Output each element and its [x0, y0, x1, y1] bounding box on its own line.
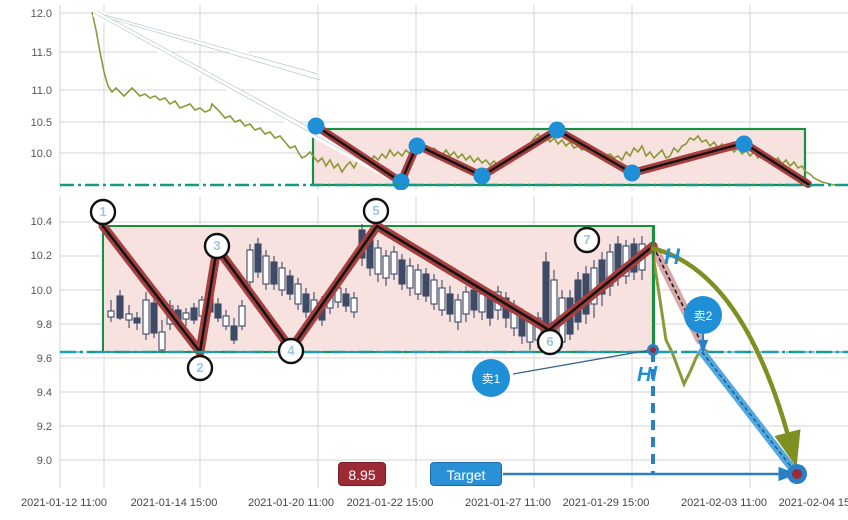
lower-panel — [59, 196, 848, 488]
target-arrow-core — [701, 351, 796, 473]
wave-marker-2 — [186, 354, 214, 382]
upper-marker-5 — [548, 121, 566, 139]
wave-marker-1 — [89, 198, 117, 226]
upper-marker-3 — [408, 137, 426, 155]
wave-marker-6-label: 6 — [546, 334, 554, 349]
panel-gap — [0, 190, 848, 196]
sell2-badge-label: 卖2 — [693, 309, 713, 323]
xtick-5: 2021-01-29 15:00 — [562, 497, 650, 509]
lower-ytick-3: 9.8 — [36, 319, 52, 331]
upper-white-arrow-line2 — [93, 13, 321, 81]
upper-white-arrow-line1 — [93, 11, 319, 75]
wave-marker-7 — [573, 226, 601, 254]
upper-ytick-3: 10.5 — [30, 117, 52, 129]
wave-point-markers — [89, 197, 601, 382]
upper-marker-6 — [623, 164, 641, 182]
target-label-badge[interactable]: Target — [430, 462, 502, 486]
upper-white-arrow — [93, 12, 400, 182]
target-marker-inner — [792, 469, 802, 479]
lower-ytick-0: 10.4 — [30, 216, 52, 228]
upper-ytick-0: 12.0 — [30, 8, 52, 20]
wave-marker-4-label: 4 — [287, 343, 295, 358]
wave-marker-4 — [277, 337, 305, 365]
xtick-1: 2021-01-14 15:00 — [130, 497, 218, 509]
lower-ytick-7: 9.0 — [36, 455, 52, 467]
wave-marker-1-label: 1 — [99, 204, 107, 219]
lower-ytick-2: 10.0 — [30, 285, 52, 297]
xtick-0: 2021-01-12 11:00 — [20, 497, 108, 509]
wave-marker-3-label: 3 — [213, 238, 221, 253]
sell2-badge-circle[interactable] — [684, 296, 722, 334]
upper-marker-7 — [735, 135, 753, 153]
upper-ytick-4: 10.0 — [30, 148, 52, 160]
lower-ytick-1: 10.2 — [30, 250, 52, 262]
upper-ytick-1: 11.5 — [31, 47, 52, 59]
sell1-badge-circle[interactable] — [472, 359, 510, 397]
wave-marker-2-label: 2 — [196, 360, 204, 375]
upper-zigzag-markers — [307, 117, 753, 191]
upper-panel — [59, 5, 848, 191]
olive-projection-arrow — [650, 245, 801, 468]
xtick-2: 2021-01-20 11:00 — [247, 497, 335, 509]
wave-marker-6 — [536, 328, 564, 356]
xtick-7: 2021-02-04 15:00 — [778, 497, 848, 509]
lower-ytick-5: 9.4 — [36, 387, 52, 399]
upper-marker-1 — [307, 117, 325, 135]
wave-marker-3 — [203, 232, 231, 260]
upper-marker-2 — [392, 173, 410, 191]
xtick-6: 2021-02-03 11:00 — [680, 497, 768, 509]
upper-marker-4 — [473, 167, 491, 185]
xtick-3: 2021-01-22 15:00 — [346, 497, 434, 509]
sell1-badge-label: 卖1 — [481, 372, 501, 386]
breakpoint-marker-inner — [650, 347, 656, 353]
wave-marker-7-label: 7 — [583, 232, 591, 247]
xtick-4: 2021-01-27 11:00 — [464, 497, 552, 509]
lower-ytick-6: 9.2 — [36, 421, 52, 433]
lower-ytick-4: 9.6 — [36, 353, 52, 365]
sell1-leader-line — [512, 349, 651, 375]
target-price-badge[interactable]: 8.95 — [338, 462, 386, 486]
upper-ytick-2: 11.0 — [31, 85, 52, 97]
h-lower-label: Hl — [637, 364, 657, 386]
wave-marker-5 — [362, 197, 390, 225]
wave-marker-5-label: 5 — [372, 203, 380, 218]
h-upper-label: H — [664, 244, 680, 269]
